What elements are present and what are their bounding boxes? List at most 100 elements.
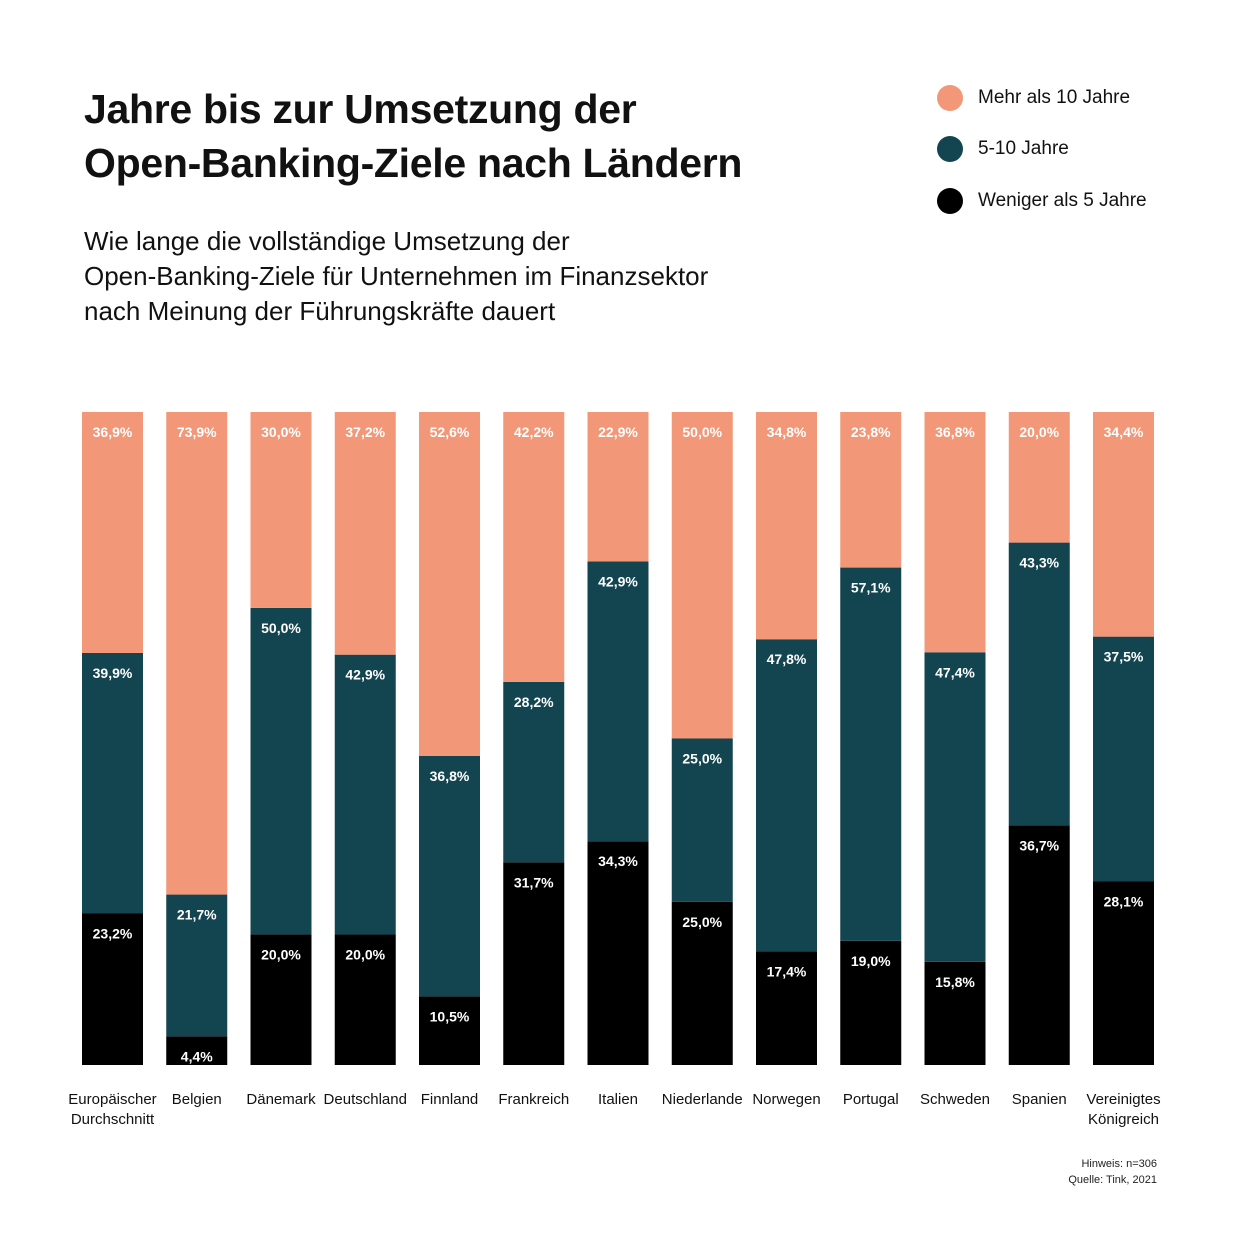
data-label-vereinigtes-koenigreich-weniger-als-5-jahre: 28,1%	[1104, 894, 1144, 910]
bar-segment-niederlande-weniger-als-5-jahre	[671, 901, 733, 1065]
data-label-belgien-mehr-als-10-jahre: 73,9%	[177, 424, 217, 440]
data-label-frankreich-5-10-jahre: 28,2%	[514, 694, 554, 710]
legend-swatch-less-than-5-years	[937, 188, 963, 214]
category-label-niederlande: Niederlande	[662, 1091, 743, 1108]
legend-label-5-to-10-years: 5-10 Jahre	[978, 138, 1069, 159]
bar-segment-frankreich-weniger-als-5-jahre	[503, 862, 565, 1065]
bar-segment-norwegen-weniger-als-5-jahre	[756, 951, 817, 1065]
bar-segment-belgien-weniger-als-5-jahre	[166, 1036, 228, 1065]
bar-segment-deutschland-5-10-jahre	[334, 654, 396, 935]
bar-segment-vereinigtes-koenigreich-mehr-als-10-jahre	[1093, 412, 1154, 637]
data-label-niederlande-weniger-als-5-jahre: 25,0%	[682, 914, 722, 930]
bar-segment-spanien-mehr-als-10-jahre	[1008, 412, 1070, 543]
data-label-daenemark-weniger-als-5-jahre: 20,0%	[261, 946, 301, 962]
bar-segment-finnland-5-10-jahre	[419, 755, 480, 997]
chart-title-line-2: Open-Banking-Ziele nach Ländern	[84, 140, 743, 186]
bar-segment-portugal-weniger-als-5-jahre	[840, 940, 902, 1065]
bar-segment-europaeischer-durchschnitt-5-10-jahre	[82, 652, 143, 914]
data-label-deutschland-weniger-als-5-jahre: 20,0%	[345, 947, 385, 963]
bar-segment-schweden-5-10-jahre	[924, 652, 986, 962]
bar-segment-schweden-weniger-als-5-jahre	[924, 961, 986, 1065]
bar-segment-daenemark-weniger-als-5-jahre	[250, 934, 312, 1065]
category-label-vereinigtes-koenigreich: Vereinigtes Königreich	[1086, 1091, 1160, 1128]
chart-notes: Hinweis: n=306 Quelle: Tink, 2021	[1068, 1156, 1157, 1188]
data-label-niederlande-mehr-als-10-jahre: 50,0%	[682, 424, 722, 440]
category-label-daenemark: Dänemark	[246, 1091, 316, 1108]
bar-segment-portugal-5-10-jahre	[840, 567, 902, 941]
bar-segment-europaeischer-durchschnitt-weniger-als-5-jahre	[82, 913, 143, 1065]
data-label-norwegen-5-10-jahre: 47,8%	[767, 651, 807, 667]
category-label-portugal: Portugal	[843, 1091, 899, 1108]
bar-segment-belgien-5-10-jahre	[166, 894, 228, 1037]
bar-segment-portugal-mehr-als-10-jahre	[840, 412, 902, 568]
data-label-belgien-weniger-als-5-jahre: 4,4%	[181, 1048, 213, 1064]
bar-segment-spanien-weniger-als-5-jahre	[1008, 825, 1070, 1065]
bar-segment-vereinigtes-koenigreich-5-10-jahre	[1093, 636, 1154, 882]
chart-subtitle-line-1: Wie lange die vollständige Umsetzung der	[84, 226, 570, 256]
data-label-vereinigtes-koenigreich-5-10-jahre: 37,5%	[1104, 649, 1144, 665]
bar-segment-schweden-mehr-als-10-jahre	[924, 412, 986, 653]
category-label-europaeischer-durchschnitt: Europäischer Durchschnitt	[68, 1091, 156, 1128]
data-label-schweden-mehr-als-10-jahre: 36,8%	[935, 424, 975, 440]
bar-segment-belgien-mehr-als-10-jahre	[166, 412, 228, 895]
bar-segment-niederlande-5-10-jahre	[671, 738, 733, 902]
category-label-belgien: Belgien	[172, 1091, 222, 1108]
bar-segment-italien-weniger-als-5-jahre	[587, 841, 649, 1065]
data-label-daenemark-5-10-jahre: 50,0%	[261, 620, 301, 636]
data-label-europaeischer-durchschnitt-mehr-als-10-jahre: 36,9%	[93, 424, 133, 440]
category-label-finnland: Finnland	[421, 1091, 479, 1108]
data-label-schweden-5-10-jahre: 47,4%	[935, 664, 975, 680]
data-label-deutschland-5-10-jahre: 42,9%	[345, 667, 385, 683]
bar-segment-deutschland-mehr-als-10-jahre	[334, 412, 396, 655]
category-label-italien: Italien	[598, 1091, 638, 1108]
data-label-finnland-mehr-als-10-jahre: 52,6%	[430, 424, 470, 440]
data-label-finnland-5-10-jahre: 36,8%	[430, 768, 470, 784]
bar-segment-spanien-5-10-jahre	[1008, 542, 1070, 826]
bar-segment-niederlande-mehr-als-10-jahre	[671, 412, 733, 739]
bar-segment-europaeischer-durchschnitt-mehr-als-10-jahre	[82, 412, 143, 653]
category-label-frankreich: Frankreich	[498, 1091, 569, 1108]
legend-label-more-than-10-years: Mehr als 10 Jahre	[978, 87, 1131, 108]
data-label-frankreich-mehr-als-10-jahre: 42,2%	[514, 424, 554, 440]
data-label-italien-mehr-als-10-jahre: 22,9%	[598, 424, 638, 440]
category-label-spanien: Spanien	[1012, 1091, 1067, 1108]
chart-subtitle: Wie lange die vollständige Umsetzung der…	[84, 224, 884, 329]
data-label-italien-5-10-jahre: 42,9%	[598, 573, 638, 589]
bar-segment-finnland-weniger-als-5-jahre	[419, 996, 480, 1065]
bar-segment-italien-5-10-jahre	[587, 561, 649, 842]
category-label-norwegen: Norwegen	[752, 1091, 820, 1108]
chart-subtitle-line-3: nach Meinung der Führungskräfte dauert	[84, 296, 556, 326]
bar-segment-deutschland-weniger-als-5-jahre	[334, 934, 396, 1065]
data-label-spanien-mehr-als-10-jahre: 20,0%	[1019, 424, 1059, 440]
data-label-portugal-weniger-als-5-jahre: 19,0%	[851, 953, 891, 969]
bar-segment-frankreich-mehr-als-10-jahre	[503, 412, 565, 682]
data-label-frankreich-weniger-als-5-jahre: 31,7%	[514, 874, 554, 890]
chart-title-line-1: Jahre bis zur Umsetzung der	[84, 86, 637, 132]
data-label-niederlande-5-10-jahre: 25,0%	[682, 751, 722, 767]
data-label-norwegen-weniger-als-5-jahre: 17,4%	[767, 963, 807, 979]
data-label-belgien-5-10-jahre: 21,7%	[177, 907, 217, 923]
bar-segment-daenemark-5-10-jahre	[250, 607, 312, 935]
data-label-portugal-mehr-als-10-jahre: 23,8%	[851, 424, 891, 440]
legend-swatch-more-than-10-years	[937, 85, 963, 111]
bar-segment-italien-mehr-als-10-jahre	[587, 412, 649, 562]
data-label-norwegen-mehr-als-10-jahre: 34,8%	[767, 424, 807, 440]
category-label-schweden: Schweden	[920, 1091, 990, 1108]
legend-label-less-than-5-years: Weniger als 5 Jahre	[978, 190, 1147, 211]
data-label-finnland-weniger-als-5-jahre: 10,5%	[430, 1008, 470, 1024]
note-source: Quelle: Tink, 2021	[1068, 1174, 1157, 1186]
data-label-portugal-5-10-jahre: 57,1%	[851, 580, 891, 596]
data-label-europaeischer-durchschnitt-weniger-als-5-jahre: 23,2%	[93, 926, 133, 942]
legend-swatch-5-to-10-years	[937, 136, 963, 162]
note-sample-size: Hinweis: n=306	[1081, 1158, 1157, 1170]
data-label-italien-weniger-als-5-jahre: 34,3%	[598, 853, 638, 869]
bar-segment-daenemark-mehr-als-10-jahre	[250, 412, 312, 608]
data-label-spanien-weniger-als-5-jahre: 36,7%	[1019, 837, 1059, 853]
bar-segment-finnland-mehr-als-10-jahre	[419, 412, 480, 756]
chart-title: Jahre bis zur Umsetzung der Open-Banking…	[84, 82, 884, 190]
category-label-deutschland: Deutschland	[324, 1091, 407, 1108]
data-label-europaeischer-durchschnitt-5-10-jahre: 39,9%	[93, 665, 133, 681]
bar-segment-norwegen-5-10-jahre	[756, 639, 817, 952]
data-label-schweden-weniger-als-5-jahre: 15,8%	[935, 974, 975, 990]
